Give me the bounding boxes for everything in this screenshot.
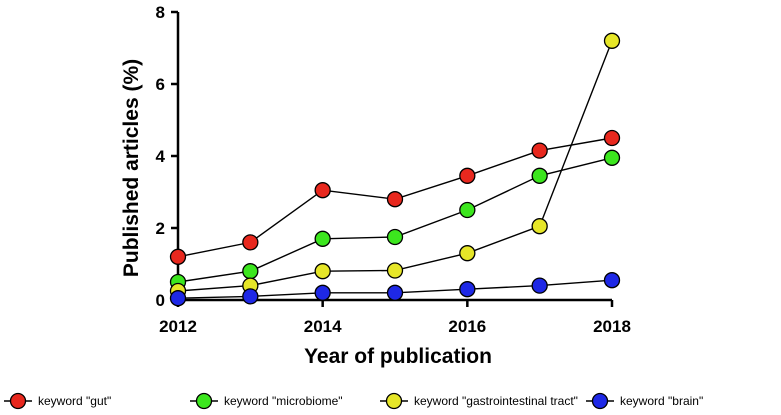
data-point (242, 288, 259, 305)
data-point (386, 191, 404, 208)
data-point (603, 149, 621, 166)
data-point (314, 230, 331, 247)
y-tick-label: 8 (156, 3, 165, 22)
series-2 (169, 32, 621, 300)
legend-item: keyword "gut" (4, 392, 111, 410)
data-point (531, 167, 548, 184)
legend: keyword "gut" keyword "microbiome" keyword… (4, 392, 703, 410)
data-point (386, 284, 404, 301)
x-axis-ticks: 2012 2014 2016 2018 (159, 300, 631, 336)
data-point (386, 262, 404, 279)
x-tick-label: 2016 (448, 317, 486, 336)
data-point (459, 201, 476, 219)
data-point (531, 218, 548, 235)
data-point (242, 234, 259, 251)
data-point (531, 277, 548, 294)
y-tick-label: 2 (156, 219, 165, 238)
data-point (314, 284, 331, 301)
data-point (314, 263, 331, 280)
y-tick-label: 6 (156, 75, 165, 94)
data-point (242, 263, 259, 280)
legend-label: keyword "gastrointestinal tract" (414, 394, 578, 408)
y-axis-title: Published articles (%) (120, 59, 143, 277)
data-point (603, 129, 621, 147)
series-0 (169, 129, 621, 265)
data-point (169, 248, 187, 265)
data-point (459, 281, 476, 298)
data-point (169, 290, 187, 307)
legend-label: keyword "brain" (620, 394, 703, 408)
legend-marker (385, 392, 403, 410)
x-axis-title: Year of publication (304, 345, 492, 368)
legend-item: keyword "brain" (586, 392, 703, 410)
series-1 (169, 149, 621, 291)
x-tick-label: 2018 (593, 317, 631, 336)
series-3 (169, 272, 621, 307)
data-point (459, 245, 476, 262)
data-point (603, 32, 621, 49)
series-line (177, 40, 613, 292)
data-point (459, 167, 476, 184)
legend-marker (9, 392, 27, 410)
legend-marker (195, 392, 213, 410)
legend-label: keyword "microbiome" (224, 394, 343, 408)
data-point (386, 228, 404, 246)
y-tick-label: 4 (156, 147, 166, 166)
data-point (314, 182, 331, 199)
data-point (603, 272, 621, 289)
legend-marker (591, 392, 609, 410)
data-point (531, 142, 548, 159)
legend-item: keyword "microbiome" (190, 392, 343, 410)
legend-label: keyword "gut" (38, 394, 111, 408)
x-tick-label: 2014 (304, 317, 342, 336)
legend-item: keyword "gastrointestinal tract" (380, 392, 578, 410)
y-tick-label: 0 (156, 291, 165, 310)
x-tick-label: 2012 (159, 317, 197, 336)
plot-area (169, 32, 621, 307)
